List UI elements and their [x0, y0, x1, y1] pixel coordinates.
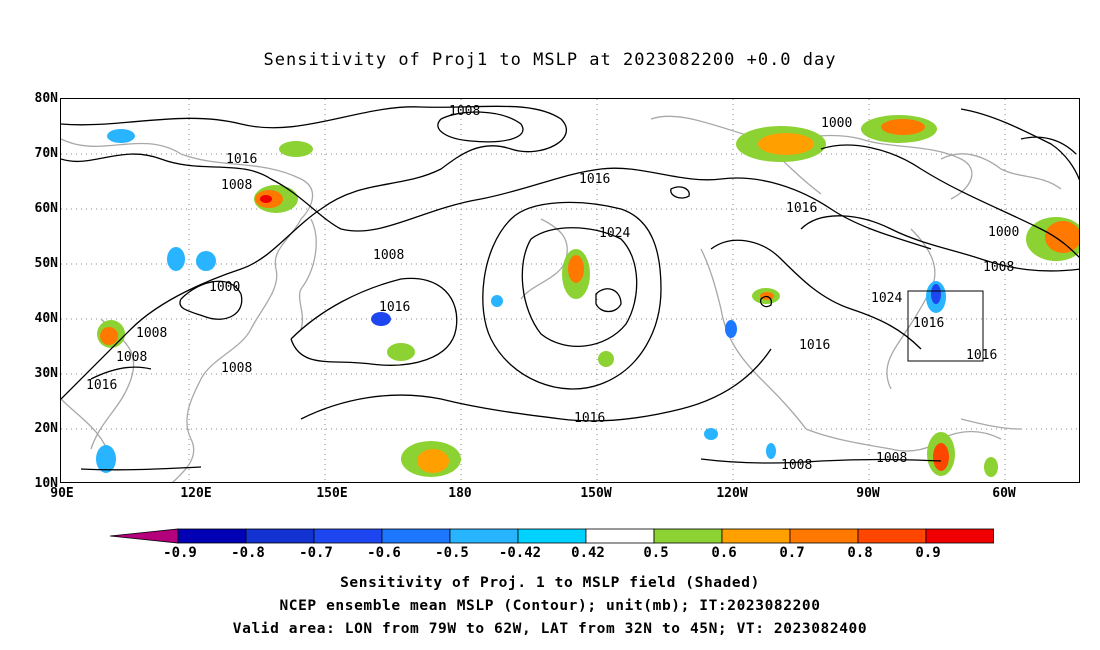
lat-label-30n: 30N: [34, 366, 58, 381]
valid-area-box: [907, 290, 984, 362]
colorbar-tick: 0.42: [571, 545, 605, 561]
lon-label-120w: 120W: [716, 486, 748, 501]
colorbar-swatch: [857, 528, 927, 544]
contour-label-1016-h: 1016: [799, 338, 830, 353]
colorbar: [110, 528, 994, 544]
colorbar-tick: -0.8: [231, 545, 265, 561]
map-panel: 1008 1016 1008 1000 1008 1008 1016 1008 …: [60, 98, 1080, 483]
colorbar-swatch: [110, 528, 179, 544]
colorbar-tick: 0.8: [847, 545, 873, 561]
caption-line-1: Sensitivity of Proj. 1 to MSLP field (Sh…: [340, 575, 760, 591]
lon-label-120e: 120E: [180, 486, 212, 501]
mslp-contours: [61, 105, 1079, 471]
sensitivity-shading: [96, 115, 1079, 477]
coastlines: [61, 115, 1062, 482]
contour-label-1008-a: 1008: [449, 104, 480, 119]
contour-label-1016-e: 1016: [574, 411, 605, 426]
lon-label-150e: 150E: [316, 486, 348, 501]
colorbar-tick: 0.6: [711, 545, 737, 561]
lon-label-60w: 60W: [992, 486, 1016, 501]
contour-label-1008-g: 1008: [983, 260, 1014, 275]
colorbar-tick: -0.6: [367, 545, 401, 561]
contour-label-1000-b: 1000: [821, 116, 852, 131]
colorbar-swatch: [449, 528, 519, 544]
contour-label-1008-d: 1008: [136, 326, 167, 341]
contour-label-1016-f: 1016: [786, 201, 817, 216]
lat-label-10n: 10N: [34, 476, 58, 491]
lat-label-40n: 40N: [34, 311, 58, 326]
colorbar-swatch: [585, 528, 655, 544]
contour-labels: 1008 1016 1008 1000 1008 1008 1016 1008 …: [86, 104, 1019, 473]
colorbar-tick: 0.5: [643, 545, 669, 561]
colorbar-tick: 0.7: [779, 545, 805, 561]
contour-label-1024-a: 1024: [599, 226, 630, 241]
contour-label-1016-g: 1016: [913, 316, 944, 331]
colorbar-swatch: [177, 528, 247, 544]
contour-label-1008-e: 1008: [116, 350, 147, 365]
contour-label-1000-a: 1000: [209, 280, 240, 295]
colorbar-swatch: [653, 528, 723, 544]
contour-label-1016-i: 1016: [966, 348, 997, 363]
colorbar-swatch: [925, 528, 994, 544]
colorbar-swatch: [313, 528, 383, 544]
lon-label-90w: 90W: [856, 486, 880, 501]
contour-label-1008-c: 1008: [373, 248, 404, 263]
caption-line-3: Valid area: LON from 79W to 62W, LAT fro…: [232, 621, 868, 637]
contour-label-1024-b: 1024: [871, 291, 902, 306]
contour-label-1008-h: 1008: [781, 458, 812, 473]
lon-label-150w: 150W: [580, 486, 612, 501]
chart-title: Sensitivity of Proj1 to MSLP at 20230822…: [263, 50, 837, 70]
colorbar-tick: -0.7: [299, 545, 333, 561]
colorbar-swatch: [721, 528, 791, 544]
colorbar-swatch: [381, 528, 451, 544]
colorbar-tick: 0.9: [915, 545, 941, 561]
colorbar-tick: -0.5: [435, 545, 469, 561]
graticule: [61, 99, 1079, 482]
contour-label-1016-a: 1016: [226, 152, 257, 167]
map-svg: 1008 1016 1008 1000 1008 1008 1016 1008 …: [61, 99, 1079, 482]
colorbar-swatch: [245, 528, 315, 544]
colorbar-swatch: [517, 528, 587, 544]
lon-label-180: 180: [448, 486, 472, 501]
lat-label-50n: 50N: [34, 256, 58, 271]
colorbar-tick: -0.9: [163, 545, 197, 561]
contour-label-1016-c: 1016: [379, 300, 410, 315]
contour-label-1016-b: 1016: [86, 378, 117, 393]
lat-label-80n: 80N: [34, 91, 58, 106]
colorbar-swatch: [789, 528, 859, 544]
contour-label-1008-b: 1008: [221, 178, 252, 193]
lat-label-70n: 70N: [34, 146, 58, 161]
contour-label-1008-i: 1008: [876, 451, 907, 466]
contour-label-1000-c: 1000: [988, 225, 1019, 240]
colorbar-tick: -0.42: [498, 545, 542, 561]
contour-label-1008-f: 1008: [221, 361, 252, 376]
caption-line-2: NCEP ensemble mean MSLP (Contour); unit(…: [279, 598, 821, 614]
lat-label-20n: 20N: [34, 421, 58, 436]
lat-label-60n: 60N: [34, 201, 58, 216]
contour-label-1016-d: 1016: [579, 172, 610, 187]
lon-label-90e: 90E: [50, 486, 74, 501]
